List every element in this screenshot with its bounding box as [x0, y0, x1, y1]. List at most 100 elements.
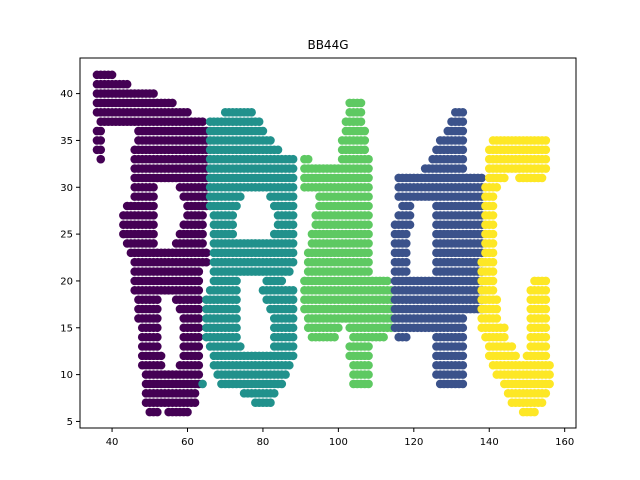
data-point [288, 239, 298, 248]
data-point [541, 332, 551, 342]
data-point [401, 239, 411, 248]
data-point [194, 304, 204, 314]
data-point [458, 332, 468, 342]
data-point [288, 314, 298, 323]
data-point [269, 389, 279, 398]
data-point [232, 332, 241, 342]
x-tick-label: 140 [480, 437, 499, 448]
y-axis: 5 10 15 20 25 30 35 40 [60, 89, 80, 428]
y-tick-label: 20 [60, 276, 73, 287]
series-2 [198, 108, 298, 408]
data-point [258, 126, 268, 136]
data-point [500, 332, 509, 342]
data-point [364, 267, 373, 276]
data-point [458, 154, 468, 164]
data-point [364, 164, 373, 173]
data-point [541, 323, 551, 333]
data-point [530, 407, 539, 417]
data-point [477, 173, 487, 183]
data-point [194, 276, 204, 286]
y-tick-label: 25 [60, 230, 73, 241]
data-point [288, 286, 298, 295]
data-point [458, 145, 468, 155]
data-point [236, 192, 245, 201]
data-point [285, 360, 294, 370]
data-point [458, 108, 468, 117]
data-point [364, 229, 373, 239]
data-point [458, 126, 468, 136]
data-point [364, 370, 373, 379]
data-point [183, 108, 192, 117]
x-tick-label: 120 [404, 437, 423, 448]
data-point [500, 173, 509, 183]
data-point [364, 351, 373, 361]
data-point [149, 211, 158, 220]
data-point [364, 201, 373, 211]
data-point [194, 267, 204, 276]
data-point [288, 351, 298, 361]
data-point [194, 332, 204, 342]
data-point [541, 286, 551, 295]
data-point [545, 379, 554, 389]
data-point [492, 314, 502, 323]
data-point [194, 286, 204, 295]
data-point [364, 220, 373, 230]
data-point [541, 145, 551, 155]
data-point [364, 154, 373, 164]
data-point [500, 323, 509, 333]
x-tick-label: 60 [181, 437, 194, 448]
data-point [153, 332, 162, 342]
data-point [96, 154, 106, 164]
data-point [228, 211, 238, 220]
data-point [194, 323, 204, 333]
data-point [364, 211, 373, 220]
data-point [458, 351, 468, 361]
data-point [288, 154, 298, 164]
data-point [541, 304, 551, 314]
data-point [507, 342, 517, 351]
data-points [92, 70, 554, 417]
data-point [488, 220, 498, 230]
data-point [405, 211, 415, 220]
data-point [107, 70, 117, 80]
data-point [194, 360, 204, 370]
data-point [288, 192, 298, 201]
data-point [198, 239, 207, 248]
data-point [288, 211, 298, 220]
data-point [198, 220, 207, 230]
data-point [149, 220, 158, 230]
data-point [488, 267, 498, 276]
data-point [405, 201, 415, 211]
data-point [492, 304, 502, 314]
data-point [401, 257, 411, 267]
data-point [228, 229, 238, 239]
x-tick-label: 160 [555, 437, 574, 448]
data-point [153, 314, 162, 323]
data-point [194, 342, 204, 351]
data-point [541, 164, 551, 173]
data-point [458, 117, 468, 126]
x-axis: 40 60 80 100 120 140 160 [106, 428, 574, 448]
data-point [232, 323, 241, 333]
data-point [156, 351, 166, 361]
y-tick-label: 40 [60, 89, 73, 100]
data-point [511, 351, 520, 361]
data-point [156, 360, 166, 370]
data-point [364, 379, 373, 389]
data-point [183, 407, 192, 417]
y-tick-label: 5 [67, 417, 73, 428]
data-point [149, 229, 158, 239]
data-point [228, 220, 238, 230]
data-point [401, 332, 411, 342]
data-point [383, 276, 392, 286]
data-point [288, 173, 298, 183]
data-point [537, 398, 547, 408]
data-point [202, 248, 211, 258]
data-point [190, 389, 200, 398]
data-point [254, 117, 264, 126]
data-point [288, 220, 298, 230]
data-point [356, 98, 366, 108]
data-point [541, 276, 551, 286]
data-point [545, 360, 554, 370]
